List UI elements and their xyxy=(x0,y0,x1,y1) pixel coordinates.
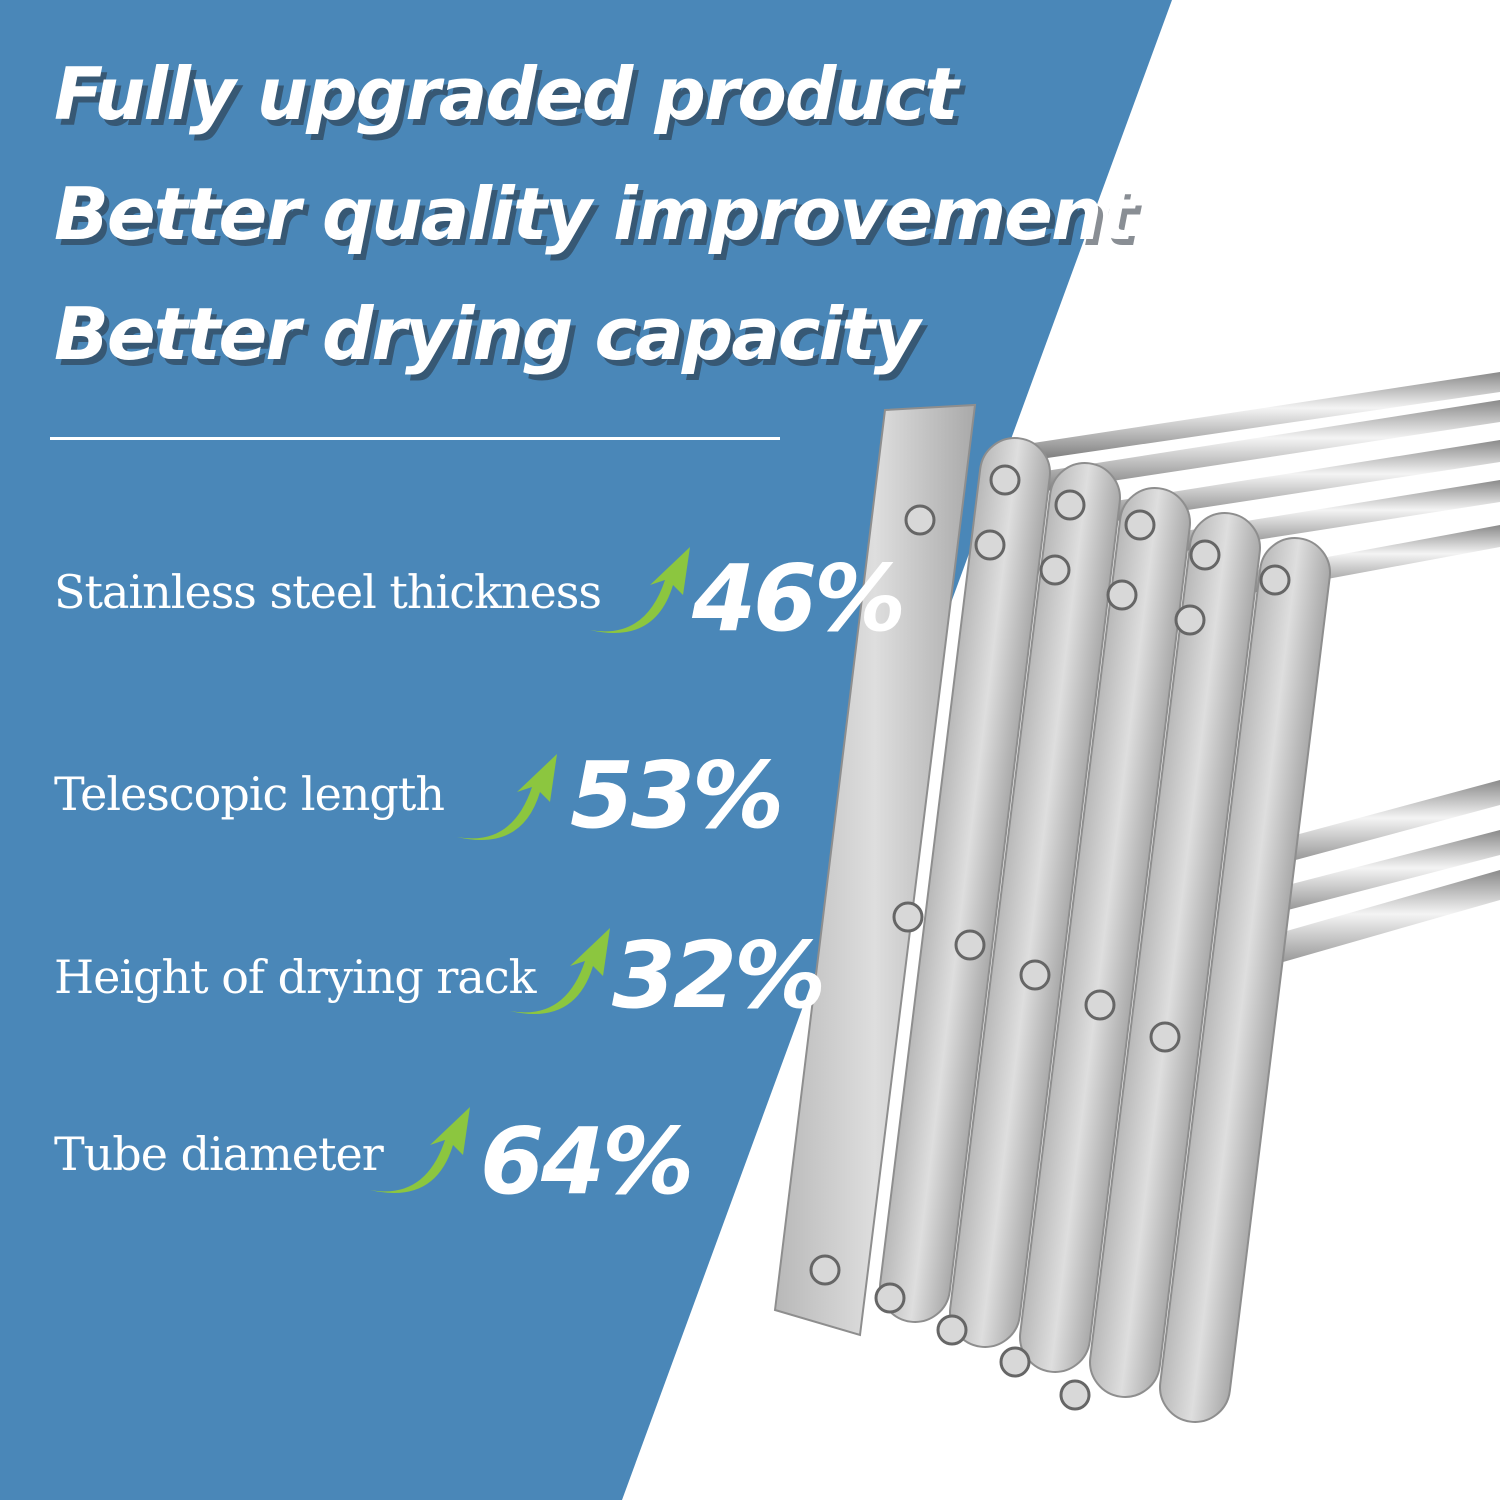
feature-value-height: 32% xyxy=(612,922,826,1029)
feature-label-height: Height of drying rack xyxy=(54,950,536,1004)
feature-label-tube-diameter: Tube diameter xyxy=(54,1127,384,1181)
feature-value-thickness: 46% xyxy=(692,545,906,652)
feature-value-tube-diameter: 64% xyxy=(480,1108,694,1215)
feature-value-length: 53% xyxy=(570,742,784,849)
up-arrow-icon xyxy=(510,928,610,1014)
blue-panel xyxy=(0,0,1172,1500)
up-arrow-icon xyxy=(370,1107,470,1193)
up-arrow-icon xyxy=(457,754,557,840)
headline-3: Better drying capacity xyxy=(54,292,921,376)
up-arrow-icon xyxy=(590,547,690,633)
rack-screws xyxy=(809,464,1291,1411)
headline-1: Fully upgraded product xyxy=(54,52,959,136)
rack-plates xyxy=(773,403,1331,1423)
feature-label-thickness: Stainless steel thickness xyxy=(54,565,602,619)
feature-label-length: Telescopic length xyxy=(54,767,445,821)
headline-2: Better quality improvement xyxy=(54,172,1135,256)
divider xyxy=(50,437,780,440)
